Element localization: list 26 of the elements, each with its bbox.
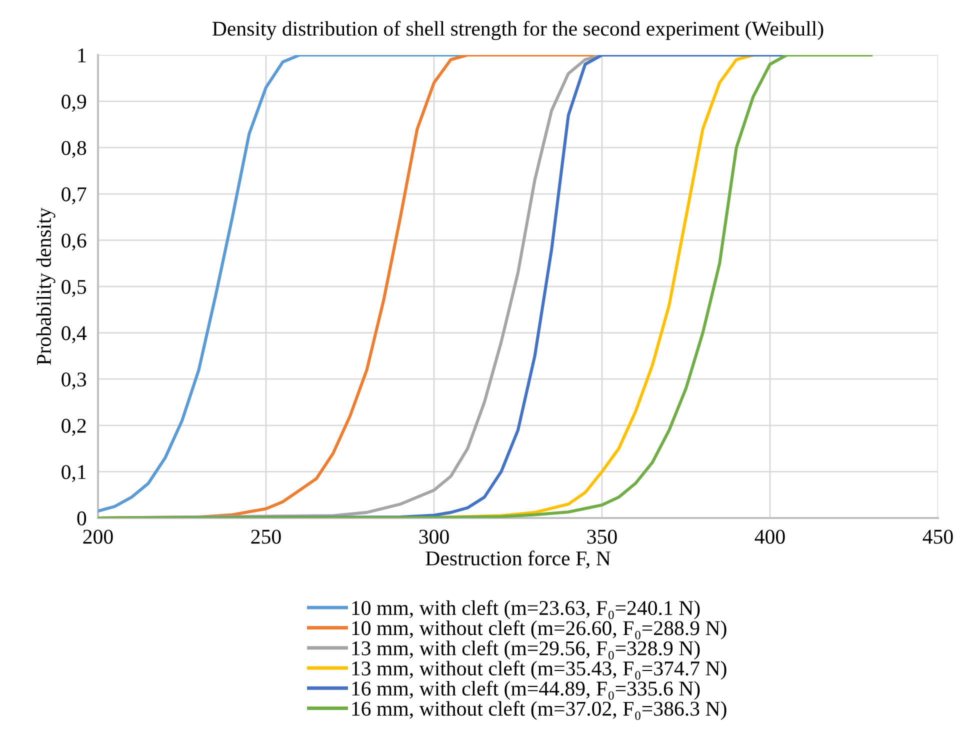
y-tick-label: 0,4 [62,326,87,344]
y-tick-label: 0,6 [62,234,86,251]
x-tick-label: 350 [587,530,617,544]
chart-title: Density distribution of shell strength for the second experiment (Weibull) [212,20,824,40]
y-tick-label: 0,3 [62,372,86,390]
legend-label: 16 mm, with cleft (m=44.89, F₀=335.6 N) [352,680,700,700]
x-axis-title: Destruction force F, N [426,550,610,568]
legend-label: 10 mm, with cleft (m=23.63, F₀=240.1 N) [352,600,700,620]
y-tick-label: 1 [78,48,86,62]
y-tick-label: 0,7 [62,187,86,204]
legend-label: 13 mm, with cleft (m=29.56, F₀=328.9 N) [352,640,700,660]
x-tick-label: 450 [922,530,953,544]
legend-label: 16 mm, without cleft (m=37.02, F₀=386.3 N) [352,700,726,720]
y-tick-label: 0,2 [62,418,86,436]
y-tick-label: 0 [77,511,86,526]
y-axis-title: Probability density [36,208,56,365]
y-tick-label: 0,9 [62,94,86,112]
y-tick-label: 0,8 [62,140,86,158]
legend-label: 13 mm, without cleft (m=35.43, F₀=374.7 N) [352,660,726,680]
x-tick-label: 300 [419,530,449,544]
x-tick-label: 200 [83,530,113,544]
x-tick-label: 250 [251,530,281,544]
y-tick-label: 0,1 [62,465,86,482]
y-tick-label: 0,5 [62,280,86,297]
x-tick-label: 400 [754,530,785,544]
legend-label: 10 mm, without cleft (m=26.60, F₀=288.9 N) [352,620,726,640]
